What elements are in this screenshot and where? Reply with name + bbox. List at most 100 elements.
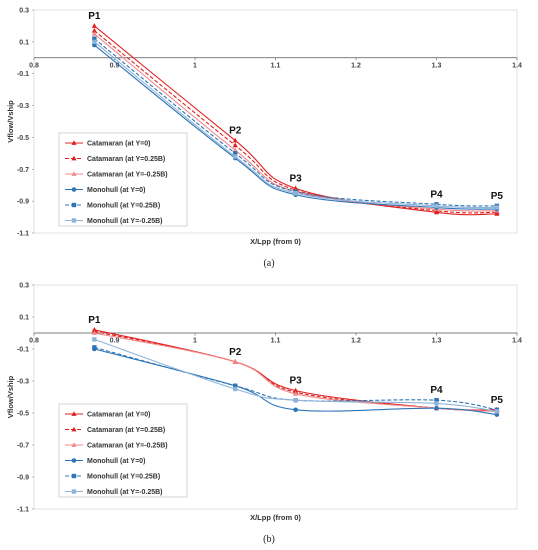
y-tick-label: -0.5 [17, 135, 29, 142]
legend-marker [71, 187, 77, 192]
series-line [94, 30, 497, 214]
data-point [434, 405, 439, 411]
legend-marker [71, 411, 77, 416]
series-line [94, 41, 497, 209]
legend-marker [71, 155, 77, 161]
x-tick-label: 1 [193, 62, 197, 69]
legend-entry: Catamaran (at Y=0.25B) [87, 427, 165, 434]
data-point [92, 337, 97, 342]
y-tick-label: -0.5 [17, 411, 29, 418]
x-tick-label: 1.2 [351, 338, 361, 345]
x-tick-label: 0.8 [29, 338, 39, 345]
legend: Catamaran (at Y=0) Catamaran (at Y=0.25B)… [58, 132, 188, 227]
series-line [94, 346, 497, 411]
data-point [233, 386, 238, 392]
figure-caption: (a) [263, 258, 274, 269]
chart-b: 0.3 0.1 -0.1 -0.3 -0.5 -0.7 -0.9 -1.1 0.8 0.9 1 1.1… [6, 283, 522, 546]
series [92, 39, 500, 210]
x-tick-label: 0.9 [110, 62, 120, 69]
series-line [94, 338, 497, 412]
data-point [232, 359, 238, 364]
point-label: P4 [430, 385, 443, 396]
point-label: P1 [88, 11, 101, 22]
data-point [293, 407, 298, 413]
figure-caption: (b) [263, 534, 275, 545]
data-point [434, 401, 439, 406]
legend-marker [71, 442, 77, 447]
legend-marker [71, 218, 77, 223]
point-label: P5 [491, 395, 504, 406]
y-tick-label: 0.3 [19, 283, 29, 290]
x-tick-label: 0.9 [110, 338, 120, 345]
data-point [434, 203, 439, 209]
legend-marker [71, 489, 77, 494]
legend-entry: Catamaran (at Y=-0.25B) [87, 172, 168, 179]
x-tick-label: 1.4 [512, 62, 522, 69]
x-tick-label: 0.8 [29, 62, 39, 69]
series-line [94, 25, 497, 216]
y-axis-title: Vflow/Vship [6, 100, 15, 143]
x-tick-label: 1.4 [512, 338, 522, 345]
data-point [293, 398, 298, 403]
series [92, 337, 500, 414]
x-tick-label: 1.1 [271, 62, 281, 69]
legend: Catamaran (at Y=0) Catamaran (at Y=0.25B)… [58, 403, 188, 498]
data-point [233, 383, 238, 388]
x-tick-label: 1.2 [351, 62, 361, 69]
legend-entry: Monohull (at Y=-0.25B) [87, 218, 163, 225]
data-point [91, 27, 97, 33]
legend-entry: Catamaran (at Y=0) [87, 412, 150, 419]
x-tick-label: 1.3 [432, 338, 442, 345]
y-tick-label: -0.3 [17, 103, 29, 110]
legend-marker [71, 140, 77, 145]
y-tick-label: 0.1 [19, 315, 29, 322]
point-label: P2 [229, 126, 242, 137]
legend-box [58, 132, 188, 227]
series-line [94, 38, 497, 207]
data-point [233, 151, 238, 156]
legend-marker [71, 202, 77, 208]
legend-marker [71, 458, 77, 463]
data-point [494, 205, 500, 210]
y-tick-label: -0.9 [17, 475, 29, 482]
legend-entry: Monohull (at Y=0) [87, 458, 145, 465]
data-point [232, 142, 238, 148]
y-tick-label: 0.3 [19, 8, 29, 15]
point-label: P1 [88, 315, 101, 326]
data-point [232, 137, 238, 143]
series-line [94, 44, 497, 210]
point-label: P4 [430, 189, 443, 200]
data-point [92, 36, 97, 41]
y-tick-label: -0.7 [17, 443, 29, 450]
legend-entry: Monohull (at Y=0) [87, 187, 145, 194]
legend-entry: Monohull (at Y=-0.25B) [87, 489, 163, 496]
data-point [91, 31, 97, 36]
chart-a: 0.3 0.1 -0.1 -0.3 -0.5 -0.7 -0.9 -1.1 0.8 0.9 1 1.1… [6, 8, 522, 270]
legend-entry: Catamaran (at Y=-0.25B) [87, 443, 168, 450]
legend-box [58, 403, 188, 498]
data-point [494, 409, 500, 414]
y-tick-label: -1.1 [17, 231, 29, 238]
data-point [91, 23, 97, 28]
x-tick-label: 1 [193, 338, 197, 345]
y-axis-title: Vflow/Vship [6, 375, 15, 418]
x-axis-title: X/Lpp (from 0) [250, 513, 301, 522]
data-point [293, 391, 299, 396]
legend-entry: Catamaran (at Y=0) [87, 141, 150, 148]
point-label: P3 [290, 173, 303, 184]
plot-frame [33, 284, 518, 510]
legend-marker [71, 426, 77, 432]
legend-entry: Catamaran (at Y=0.25B) [87, 156, 165, 163]
legend-marker [71, 171, 77, 176]
point-label: P2 [229, 347, 242, 358]
x-axis-title: X/Lpp (from 0) [250, 237, 301, 246]
series-line [94, 33, 497, 212]
data-point [232, 147, 238, 153]
data-point [91, 330, 97, 335]
data-point [293, 190, 298, 196]
series-line [94, 348, 497, 416]
x-tick-label: 1.1 [271, 338, 281, 345]
y-tick-label: -1.1 [17, 507, 29, 514]
data-point [434, 398, 439, 403]
